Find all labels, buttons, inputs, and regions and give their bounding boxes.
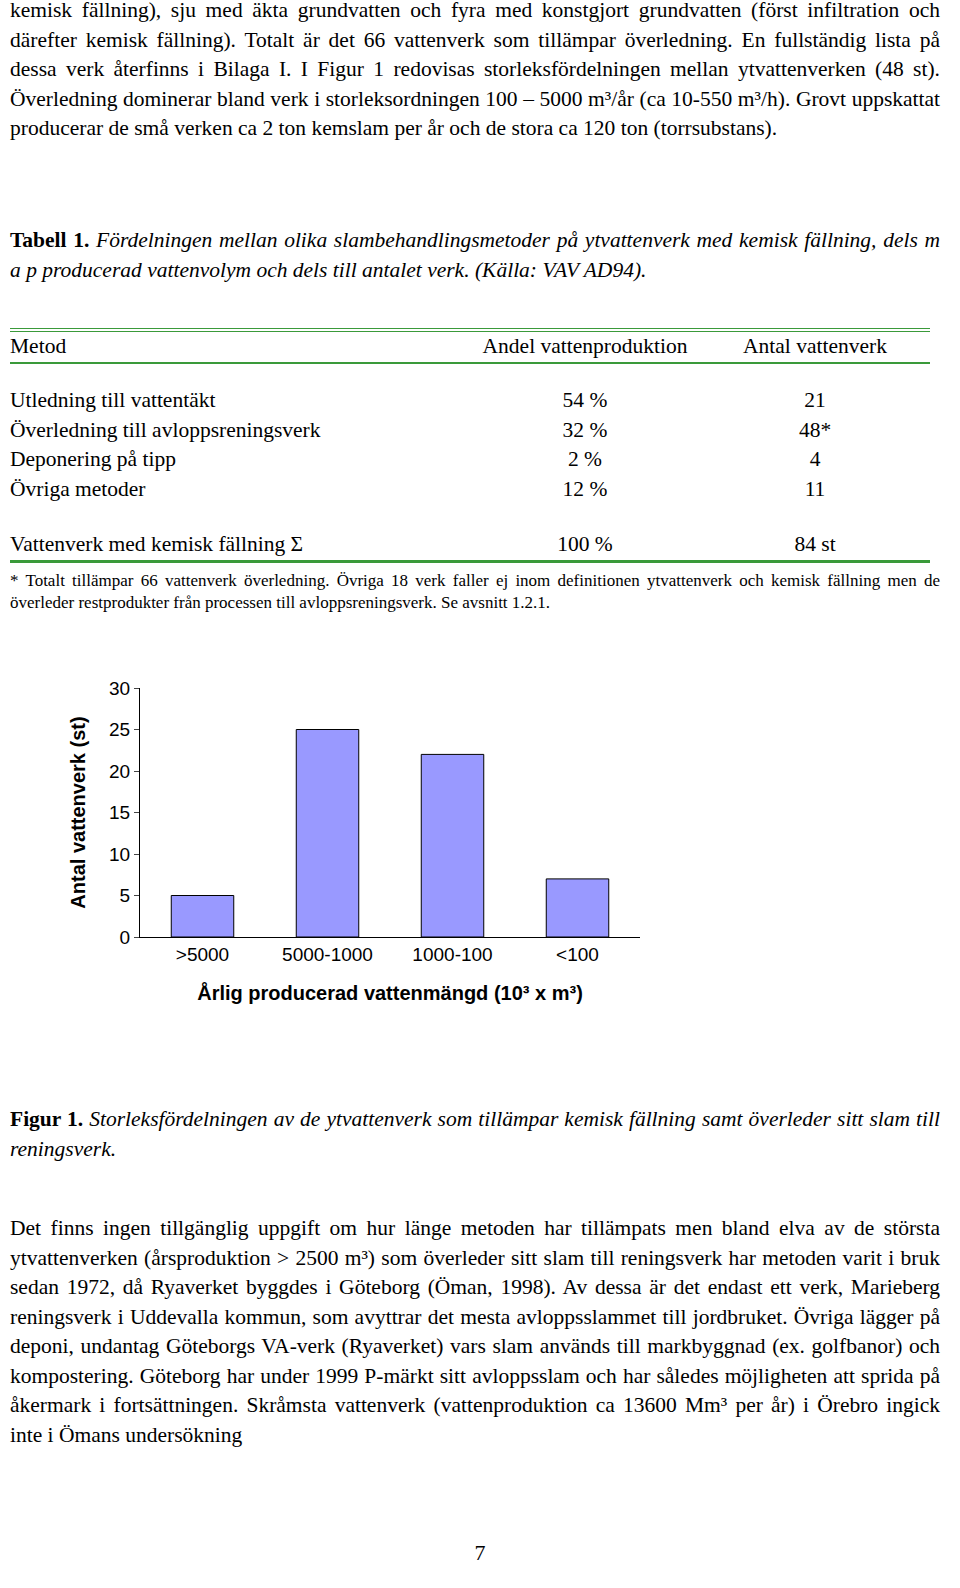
html-text:Antal vattenverk: Antal vattenverk: [743, 334, 887, 359]
html-text:11: 11: [804, 476, 826, 501]
html-text:21: 21: [804, 388, 826, 412]
html-text:Det finns ingen tillgänglig up: Det finns ingen tillgänglig uppgift om h…: [10, 1216, 940, 1447]
html-text:Metod: Metod: [10, 334, 67, 359]
html-text:Överledning till avloppsrening: Överledning till avloppsreningsverk: [10, 417, 321, 442]
html-text:4: 4: [809, 447, 821, 471]
html-text:84 st: 84 st: [794, 532, 836, 557]
html-text:2 %: 2 %: [568, 447, 602, 471]
html-text:Deponering på tipp: Deponering på tipp: [10, 447, 176, 471]
svg-text:5000-1000: 5000-1000: [282, 944, 373, 965]
svg-text:<100: <100: [556, 944, 599, 965]
html-text:32 %: 32 %: [562, 417, 608, 442]
html-text:* Totalt tillämpar 66 vattenve: * Totalt tillämpar 66 vattenverk överled…: [10, 571, 940, 612]
html-text:Figur 1. Storleksfördelningen: Figur 1. Storleksfördelningen av de ytva…: [10, 1107, 940, 1161]
svg-text:15: 15: [109, 802, 130, 823]
html-text:Övriga metoder: Övriga metoder: [10, 476, 146, 501]
html-text:100 %: 100 %: [557, 532, 613, 557]
html-text:Tabell 1. Fördelningen mellan: Tabell 1. Fördelningen mellan olika slam…: [10, 228, 940, 282]
svg-text:Antal vattenverk (st): Antal vattenverk (st): [67, 716, 89, 908]
html-text:12 %: 12 %: [562, 476, 608, 501]
html-text:48*: 48*: [798, 417, 832, 442]
svg-text:5: 5: [120, 885, 131, 906]
svg-text:1000-100: 1000-100: [412, 944, 492, 965]
html-text:Andel vattenproduktion: Andel vattenproduktion: [482, 334, 688, 359]
svg-text:25: 25: [109, 719, 130, 740]
svg-text:30: 30: [109, 678, 130, 699]
svg-text:>5000: >5000: [176, 944, 229, 965]
svg-text:20: 20: [109, 761, 130, 782]
html-text:Vattenverk med kemisk fällning: Vattenverk med kemisk fällning Σ: [10, 532, 304, 557]
svg-text:Årlig producerad vattenmängd (: Årlig producerad vattenmängd (10³ x m³): [197, 981, 583, 1004]
html-text:7: 7: [474, 1540, 486, 1565]
html-text:54 %: 54 %: [562, 388, 608, 412]
svg-text:0: 0: [120, 927, 131, 948]
svg-text:10: 10: [109, 844, 130, 865]
html-text:Utledning till vattentäkt: Utledning till vattentäkt: [10, 388, 216, 412]
